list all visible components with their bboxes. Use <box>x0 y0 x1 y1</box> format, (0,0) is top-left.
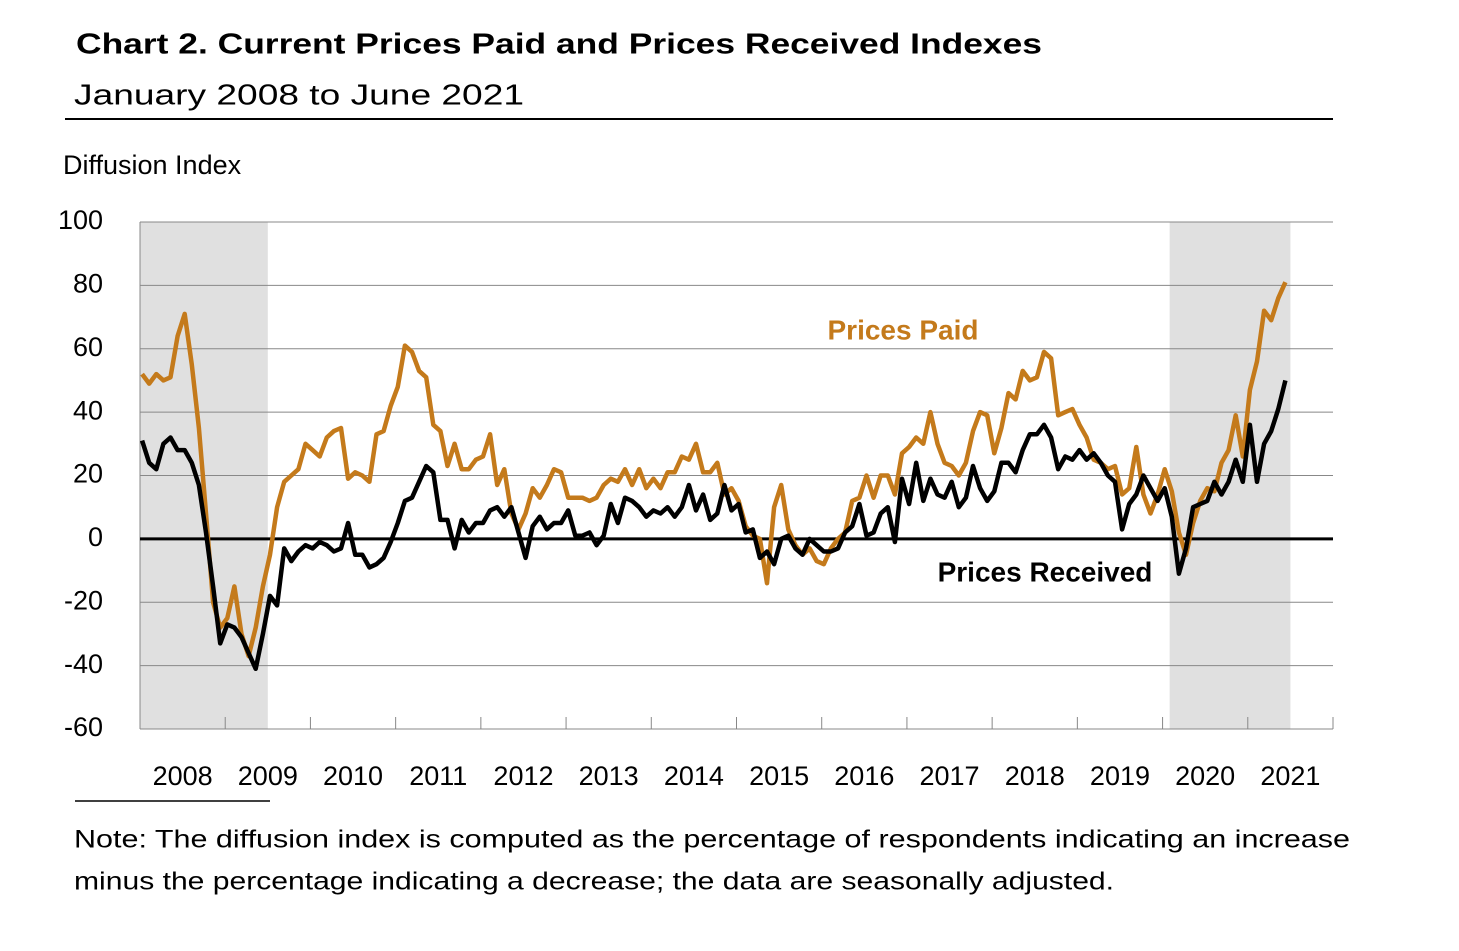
x-tick-label: 2008 <box>153 761 213 791</box>
x-tick-label: 2017 <box>919 761 979 791</box>
y-tick-label: 60 <box>73 332 103 362</box>
x-tick-label: 2018 <box>1005 761 1065 791</box>
x-tick-label: 2010 <box>323 761 383 791</box>
x-tick-label: 2009 <box>238 761 298 791</box>
x-tick-label: 2021 <box>1260 761 1320 791</box>
x-tick-label: 2011 <box>409 761 467 791</box>
x-tick-label: 2020 <box>1175 761 1235 791</box>
y-tick-label: 0 <box>88 522 103 552</box>
x-tick-label: 2016 <box>834 761 894 791</box>
y-tick-label: -60 <box>64 712 103 742</box>
series-label: Prices Received <box>938 556 1153 587</box>
x-tick-label: 2012 <box>493 761 553 791</box>
chart-title: Chart 2. Current Prices Paid and Prices … <box>76 29 1042 61</box>
series-line <box>140 281 1288 659</box>
x-tick-label: 2015 <box>749 761 809 791</box>
y-tick-label: 100 <box>58 205 103 235</box>
x-tick-label: 2013 <box>579 761 639 791</box>
x-tick-label: 2014 <box>664 761 724 791</box>
chart-subtitle: January 2008 to June 2021 <box>74 80 524 112</box>
y-tick-label: 40 <box>73 395 103 425</box>
y-axis-label: Diffusion Index <box>63 150 242 180</box>
y-tick-label: 20 <box>73 459 103 489</box>
x-tick-label: 2019 <box>1090 761 1150 791</box>
y-tick-label: 80 <box>73 269 103 299</box>
note-line: minus the percentage indicating a decrea… <box>74 868 1114 896</box>
series-label: Prices Paid <box>828 314 979 345</box>
y-tick-label: -40 <box>64 649 103 679</box>
note-line: Note: The diffusion index is computed as… <box>74 826 1350 854</box>
y-tick-label: -20 <box>64 585 103 615</box>
series-line <box>139 379 1288 672</box>
